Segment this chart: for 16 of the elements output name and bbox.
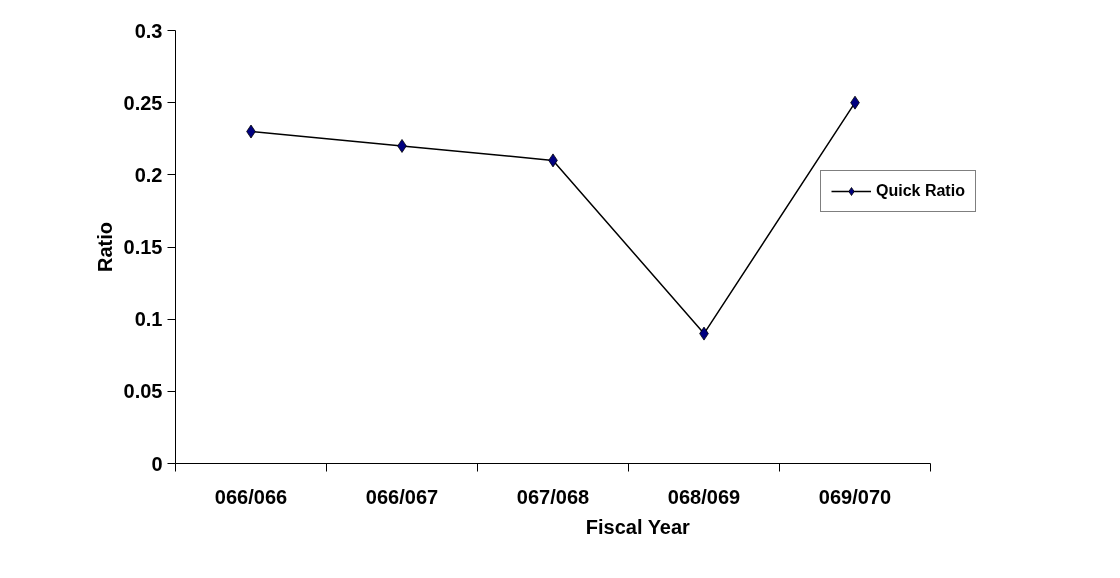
x-tick-label: 067/068 xyxy=(516,485,590,508)
y-tick-label: 0.1 xyxy=(134,308,163,331)
point xyxy=(397,139,407,153)
y-tick-label: 0 xyxy=(151,452,163,475)
y-tick-label: 0.3 xyxy=(134,19,163,42)
y-tick-label: 0.05 xyxy=(123,380,163,403)
y-tick-label: 0.25 xyxy=(123,91,163,114)
x-tick-label: 066/066 xyxy=(214,485,288,508)
legend-label: Quick Ratio xyxy=(876,182,965,200)
x-tick-label: 069/070 xyxy=(818,485,892,508)
y-axis-title: Ratio xyxy=(93,222,116,272)
y-tick-label: 0.15 xyxy=(123,236,163,258)
y-tick-label: 0.2 xyxy=(134,163,163,186)
x-tick-label: 066/067 xyxy=(365,485,439,508)
x-axis-title: Fiscal Year xyxy=(585,515,691,538)
x-tick-label: 068/069 xyxy=(667,485,741,508)
